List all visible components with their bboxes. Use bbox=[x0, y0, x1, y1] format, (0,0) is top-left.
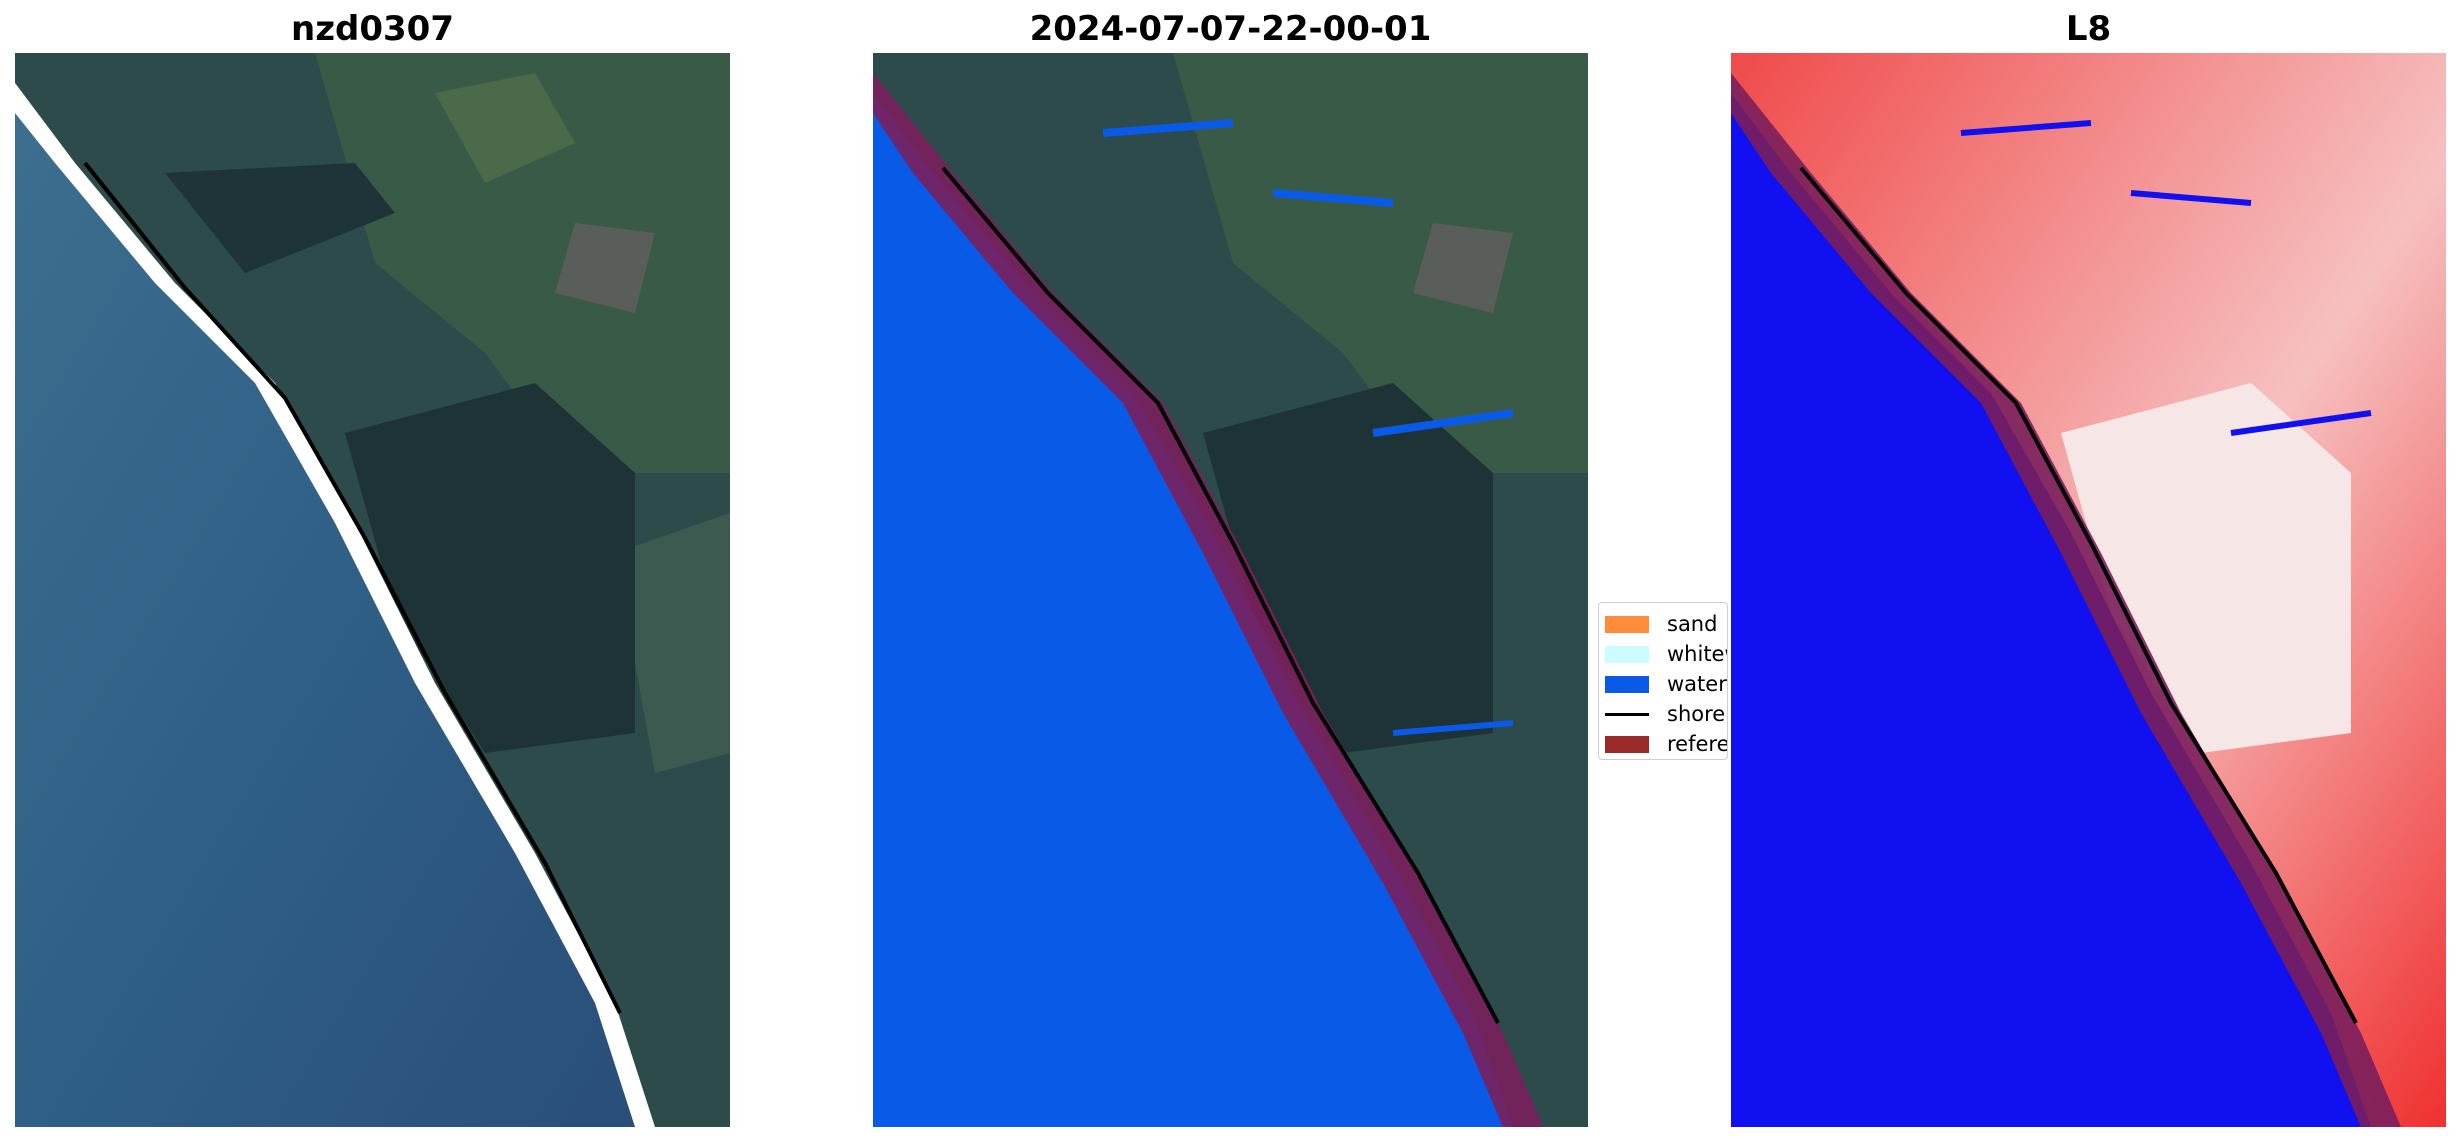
legend-item-sand: sand bbox=[1605, 610, 1727, 638]
index-image-panel bbox=[1731, 53, 2446, 1127]
legend-label: shorel bbox=[1667, 702, 1728, 726]
classified-water bbox=[1102, 119, 1234, 137]
classified-image-panel bbox=[873, 53, 1588, 1127]
index-neutral bbox=[2061, 383, 2351, 753]
legend-label: water bbox=[1667, 672, 1727, 696]
shoreline bbox=[1799, 166, 2358, 1024]
panel-title-classified: 2024-07-07-22-00-01 bbox=[1029, 9, 1432, 49]
index-water bbox=[1731, 93, 2371, 1127]
classified-water bbox=[1272, 189, 1394, 207]
legend-item-reference: referen bbox=[1605, 730, 1727, 758]
classified-water bbox=[873, 93, 1513, 1127]
shoreline bbox=[941, 166, 1500, 1024]
legend-swatch bbox=[1605, 735, 1649, 753]
field bbox=[615, 513, 730, 773]
reference-buffer bbox=[1731, 73, 2401, 1127]
farmland bbox=[315, 53, 730, 473]
legend-swatch bbox=[1605, 675, 1649, 693]
legend-swatch bbox=[1605, 645, 1649, 663]
index-water-feature bbox=[2130, 190, 2252, 206]
forest bbox=[1203, 383, 1493, 753]
field bbox=[1413, 223, 1513, 313]
field bbox=[555, 223, 655, 313]
rgb-image-panel bbox=[15, 53, 730, 1127]
index-water-feature bbox=[1960, 120, 2092, 136]
panel-title-index: L8 bbox=[2065, 9, 2112, 49]
classified-water bbox=[1392, 720, 1514, 736]
legend-item-shoreline: shorel bbox=[1605, 700, 1728, 728]
shoreline bbox=[83, 161, 622, 1014]
legend-swatch bbox=[1605, 615, 1649, 633]
field bbox=[435, 73, 575, 183]
legend-label: referen bbox=[1667, 732, 1727, 756]
sea bbox=[15, 83, 655, 1127]
legend-item-water: water bbox=[1605, 670, 1727, 698]
index-water-feature bbox=[2230, 410, 2372, 436]
forest bbox=[165, 163, 395, 273]
reference-buffer bbox=[873, 73, 1543, 1127]
legend-label: sand bbox=[1667, 612, 1718, 636]
legend-line bbox=[1605, 712, 1649, 716]
classified-water bbox=[1372, 409, 1514, 437]
forest bbox=[345, 383, 635, 753]
panel-title-rgb: nzd0307 bbox=[291, 9, 454, 49]
whitewater bbox=[15, 83, 655, 1127]
farmland bbox=[1173, 53, 1588, 473]
